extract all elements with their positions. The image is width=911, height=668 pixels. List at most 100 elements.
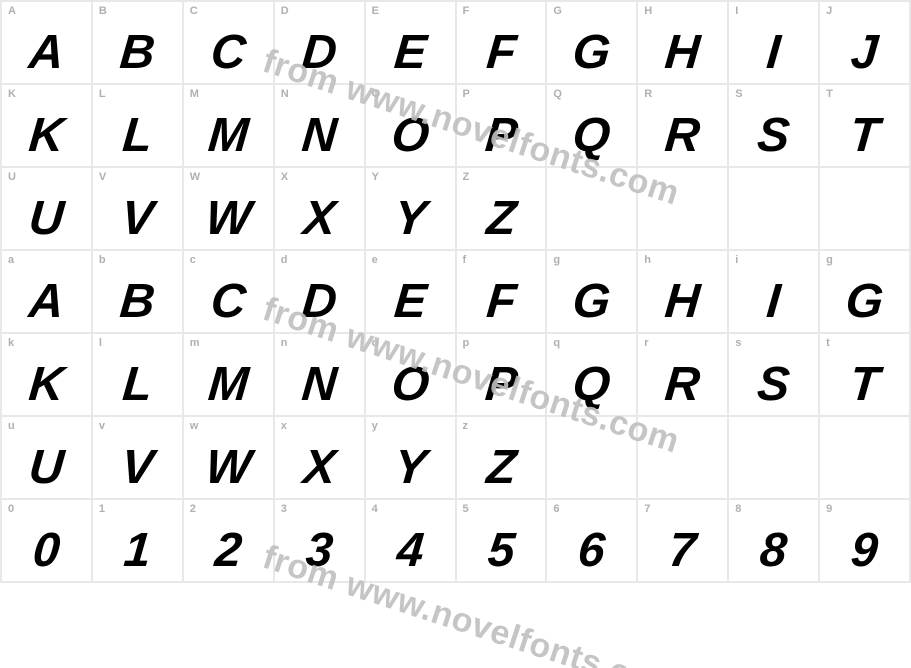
cell-label: e — [372, 254, 378, 266]
glyph-cell: qQ — [546, 333, 637, 416]
glyph-cell: kK — [1, 333, 92, 416]
glyph-cell — [546, 416, 637, 499]
cell-glyph: X — [273, 195, 366, 243]
cell-label: C — [190, 5, 198, 17]
cell-glyph: V — [91, 195, 184, 243]
glyph-cell: WW — [183, 167, 274, 250]
glyph-cell: cC — [183, 250, 274, 333]
cell-label: s — [735, 337, 741, 349]
glyph-cell: HH — [637, 1, 728, 84]
cell-glyph: B — [91, 29, 184, 77]
glyph-cell: UU — [1, 167, 92, 250]
glyph-cell: VV — [92, 167, 183, 250]
glyph-cell: 99 — [819, 499, 910, 582]
glyph-cell: 11 — [92, 499, 183, 582]
cell-label: 4 — [372, 503, 378, 515]
glyph-cell: eE — [365, 250, 456, 333]
cell-label: Q — [553, 88, 562, 100]
cell-label: K — [8, 88, 16, 100]
cell-label: o — [372, 337, 379, 349]
cell-glyph: K — [0, 112, 93, 160]
cell-label: v — [99, 420, 105, 432]
cell-glyph: I — [727, 29, 820, 77]
cell-label: g — [553, 254, 560, 266]
glyph-cell: yY — [365, 416, 456, 499]
cell-label: 6 — [553, 503, 559, 515]
glyph-cell: 88 — [728, 499, 819, 582]
cell-label: 5 — [463, 503, 469, 515]
cell-glyph: N — [273, 361, 366, 409]
cell-glyph: T — [818, 361, 911, 409]
glyph-cell: pP — [456, 333, 547, 416]
cell-label: N — [281, 88, 289, 100]
glyph-cell: gG — [546, 250, 637, 333]
glyph-cell: LL — [92, 84, 183, 167]
glyph-cell: oO — [365, 333, 456, 416]
glyph-cell: II — [728, 1, 819, 84]
cell-glyph: F — [454, 29, 547, 77]
glyph-cell: dD — [274, 250, 365, 333]
glyph-cell — [819, 167, 910, 250]
cell-glyph: D — [273, 29, 366, 77]
cell-glyph: Y — [363, 444, 456, 492]
glyph-cell — [819, 416, 910, 499]
cell-glyph: 8 — [727, 527, 820, 575]
cell-label: A — [8, 5, 16, 17]
cell-label: T — [826, 88, 833, 100]
cell-label: R — [644, 88, 652, 100]
cell-label: h — [644, 254, 651, 266]
cell-glyph: L — [91, 361, 184, 409]
cell-glyph: Y — [363, 195, 456, 243]
cell-label: S — [735, 88, 742, 100]
glyph-cell: sS — [728, 333, 819, 416]
glyph-cell: nN — [274, 333, 365, 416]
cell-glyph: O — [363, 112, 456, 160]
glyph-cell: DD — [274, 1, 365, 84]
cell-label: L — [99, 88, 106, 100]
cell-glyph: H — [636, 29, 729, 77]
glyph-cell: RR — [637, 84, 728, 167]
cell-label: M — [190, 88, 199, 100]
glyph-cell: NN — [274, 84, 365, 167]
glyph-cell: vV — [92, 416, 183, 499]
cell-label: 1 — [99, 503, 105, 515]
cell-glyph: G — [818, 278, 911, 326]
cell-glyph: W — [182, 444, 275, 492]
cell-label: w — [190, 420, 199, 432]
cell-glyph: O — [363, 361, 456, 409]
cell-glyph: L — [91, 112, 184, 160]
glyph-cell: zZ — [456, 416, 547, 499]
cell-glyph: Z — [454, 195, 547, 243]
cell-label: P — [463, 88, 470, 100]
cell-label: g — [826, 254, 833, 266]
glyph-cell: xX — [274, 416, 365, 499]
cell-glyph: Z — [454, 444, 547, 492]
glyph-cell: TT — [819, 84, 910, 167]
glyph-cell: KK — [1, 84, 92, 167]
glyph-cell: hH — [637, 250, 728, 333]
cell-label: Z — [463, 171, 470, 183]
cell-glyph: E — [363, 278, 456, 326]
cell-glyph: G — [545, 29, 638, 77]
cell-glyph: R — [636, 361, 729, 409]
glyph-cell: CC — [183, 1, 274, 84]
glyph-cell: ZZ — [456, 167, 547, 250]
glyph-cell: rR — [637, 333, 728, 416]
cell-label: n — [281, 337, 288, 349]
cell-glyph: P — [454, 112, 547, 160]
cell-glyph: T — [818, 112, 911, 160]
glyph-cell: BB — [92, 1, 183, 84]
cell-glyph: 5 — [454, 527, 547, 575]
glyph-cell: 66 — [546, 499, 637, 582]
glyph-cell: uU — [1, 416, 92, 499]
cell-glyph: 7 — [636, 527, 729, 575]
cell-glyph: D — [273, 278, 366, 326]
glyph-cell: gG — [819, 250, 910, 333]
cell-glyph: H — [636, 278, 729, 326]
glyph-cell — [728, 167, 819, 250]
glyph-cell: QQ — [546, 84, 637, 167]
cell-glyph: 2 — [182, 527, 275, 575]
cell-label: b — [99, 254, 106, 266]
glyph-cell: 44 — [365, 499, 456, 582]
cell-label: u — [8, 420, 15, 432]
